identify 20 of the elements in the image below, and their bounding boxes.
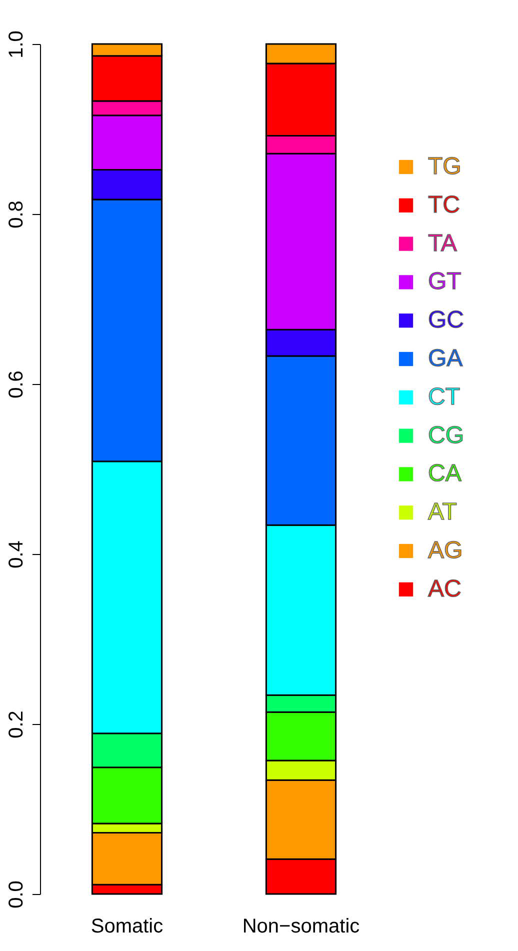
- x-tick-label: Somatic: [90, 916, 164, 938]
- legend-label: GT: [428, 268, 462, 296]
- legend-label: AG: [428, 537, 463, 564]
- y-tick-label: 1.0: [6, 30, 28, 58]
- legend-label: AC: [428, 575, 462, 602]
- legend-label: CT: [428, 383, 460, 410]
- y-tick-label: 0.8: [6, 200, 28, 228]
- x-tick-label: Non−somatic: [242, 916, 360, 938]
- legend-label: TA: [428, 230, 457, 257]
- y-tick-label: 0.4: [6, 540, 28, 568]
- legend-label: TC: [428, 191, 460, 218]
- y-tick-label: 0.2: [6, 710, 28, 738]
- y-tick-label: 0.6: [6, 370, 28, 398]
- y-tick-label: 0.0: [6, 880, 28, 908]
- legend-label: AT: [428, 498, 458, 526]
- legend-label: GC: [428, 306, 464, 334]
- legend-label: GA: [428, 345, 463, 372]
- legend-label: CA: [428, 460, 462, 488]
- legend-label: TG: [428, 153, 462, 180]
- legend-label: CG: [428, 422, 464, 449]
